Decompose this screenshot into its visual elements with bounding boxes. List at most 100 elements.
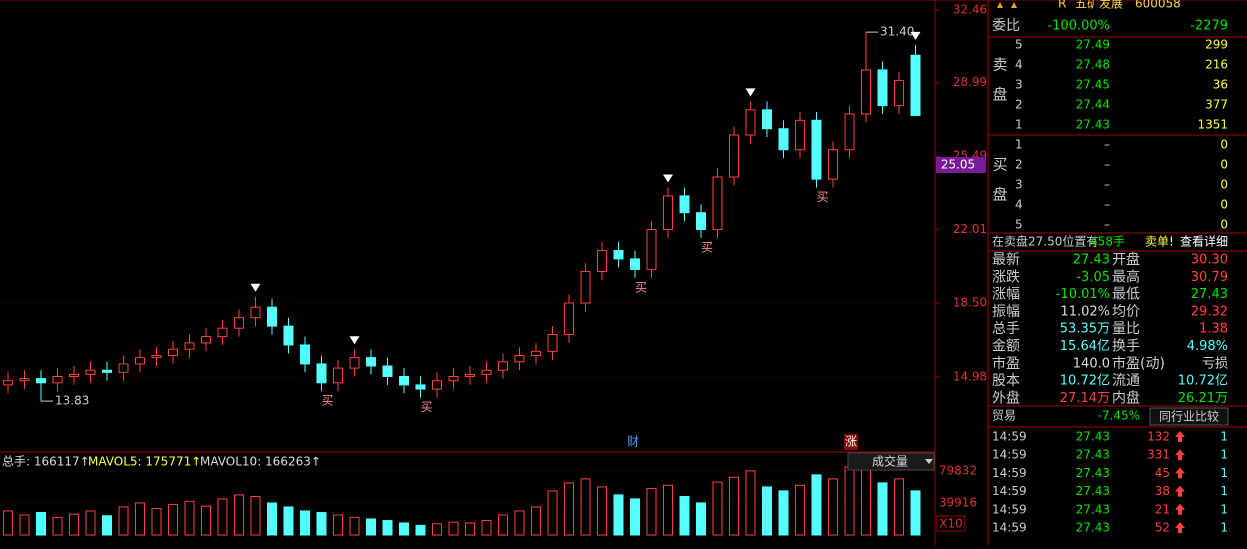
candle-body [69, 373, 79, 378]
volume-bar [432, 523, 442, 536]
y-tick-label: 22.01 [953, 222, 987, 236]
trade-count: 1 [1220, 502, 1228, 516]
book-price: 27.48 [1076, 58, 1110, 72]
industry-change: -7.45% [1098, 409, 1140, 423]
unit-box [936, 515, 966, 532]
book-level: 2 [1015, 98, 1023, 112]
candle-body [267, 306, 277, 327]
candle-body [234, 317, 244, 329]
candle-body [514, 355, 525, 363]
candle-body [778, 128, 789, 151]
volume-bar [36, 512, 46, 536]
stat-value: 27.43 [1073, 253, 1110, 268]
candle-body [481, 369, 492, 375]
ratio-pct: -100.00% [1047, 19, 1110, 34]
trade-time: 14:59 [992, 521, 1027, 535]
volume-bar [118, 506, 129, 536]
volume-bar [135, 502, 145, 536]
candle-body [36, 378, 46, 384]
volume-bar [910, 490, 921, 536]
stat-label: 外盘 [992, 389, 1020, 406]
buy-signal: 买 [635, 280, 647, 294]
volume-bar [300, 510, 310, 536]
volume-bar [745, 470, 756, 536]
stat-value: -10.01% [1056, 287, 1110, 302]
trade-time: 14:59 [992, 484, 1027, 498]
candle-body [811, 119, 822, 180]
volume-bar [564, 482, 574, 536]
volume-bar [234, 494, 244, 536]
y-tick-label: 79832 [939, 464, 977, 478]
trade-count: 1 [1220, 430, 1228, 444]
volume-bar [250, 496, 261, 536]
selector-box[interactable] [847, 452, 935, 471]
book-price: 27.44 [1076, 98, 1110, 112]
volume-bar [580, 478, 591, 536]
volume-bar [366, 518, 376, 536]
notice-text: 在卖盘27.50位置有 [992, 234, 1098, 249]
trade-volume: 38 [1155, 484, 1170, 498]
candle-body [52, 376, 63, 384]
volume-bar [696, 502, 706, 536]
trade-count: 1 [1220, 466, 1228, 480]
stat-value: 4.98% [1187, 339, 1228, 354]
industry-compare[interactable]: 同行业比较 [1159, 409, 1219, 424]
notice-link[interactable]: 查看详细 [1180, 234, 1228, 249]
volume-bar [811, 474, 822, 536]
candle-body [597, 250, 607, 273]
candle-body [531, 350, 541, 357]
volume-bar [877, 482, 888, 536]
volume-bar [85, 510, 96, 536]
volume-bar [630, 498, 640, 536]
volume-bar [498, 514, 508, 536]
candle-body [3, 380, 13, 386]
volume-bar [547, 490, 558, 536]
dropdown-arrow [925, 459, 933, 464]
volume-bar [778, 490, 789, 536]
stat-label: 金额 [992, 339, 1020, 355]
book-volume: 0 [1220, 198, 1228, 212]
trade-volume: 132 [1147, 430, 1170, 444]
book-volume: 216 [1205, 58, 1228, 72]
volume-bar [514, 510, 525, 536]
book-level: 5 [1015, 218, 1023, 232]
stat-value: 15.64亿 [1060, 339, 1110, 354]
buy-signal: 买 [420, 400, 432, 414]
book-volume: 0 [1220, 138, 1228, 152]
book-title: 买 [992, 156, 1007, 174]
stat-label: 换手 [1112, 338, 1140, 355]
volume-bar [52, 516, 63, 536]
sell-signal [349, 336, 360, 345]
stock-code: 600058 [1135, 0, 1181, 11]
sell-signal [910, 31, 921, 40]
trade-price: 27.43 [1076, 448, 1110, 462]
y-tick-label: 39916 [939, 496, 977, 510]
volume-bar [613, 494, 624, 536]
volume-selector[interactable]: 成交量 [872, 454, 908, 469]
book-level: 2 [1015, 158, 1023, 172]
candle-body [184, 342, 195, 350]
candle-body [547, 334, 558, 352]
ratio-diff: -2279 [1190, 19, 1228, 34]
industry-button[interactable] [1149, 407, 1229, 426]
event-label: 涨 [845, 434, 857, 449]
stat-value: 10.72亿 [1178, 374, 1228, 389]
book-volume: 299 [1205, 38, 1228, 52]
book-level: 4 [1015, 58, 1023, 72]
candle-body [646, 229, 657, 270]
trade-price: 27.43 [1076, 521, 1110, 535]
book-level: 1 [1015, 118, 1023, 132]
book-title: 盘 [992, 186, 1007, 204]
stat-value: -3.05 [1076, 270, 1110, 285]
stat-label: 涨幅 [992, 287, 1020, 303]
stat-value: 30.30 [1191, 253, 1228, 268]
buy-signal: 买 [816, 190, 828, 204]
volume-bar [267, 502, 277, 536]
stat-label: 振幅 [992, 304, 1020, 320]
volume-bar [3, 510, 13, 536]
trade-volume: 331 [1147, 448, 1170, 462]
candle-body [300, 344, 310, 365]
volume-bar [663, 484, 673, 536]
